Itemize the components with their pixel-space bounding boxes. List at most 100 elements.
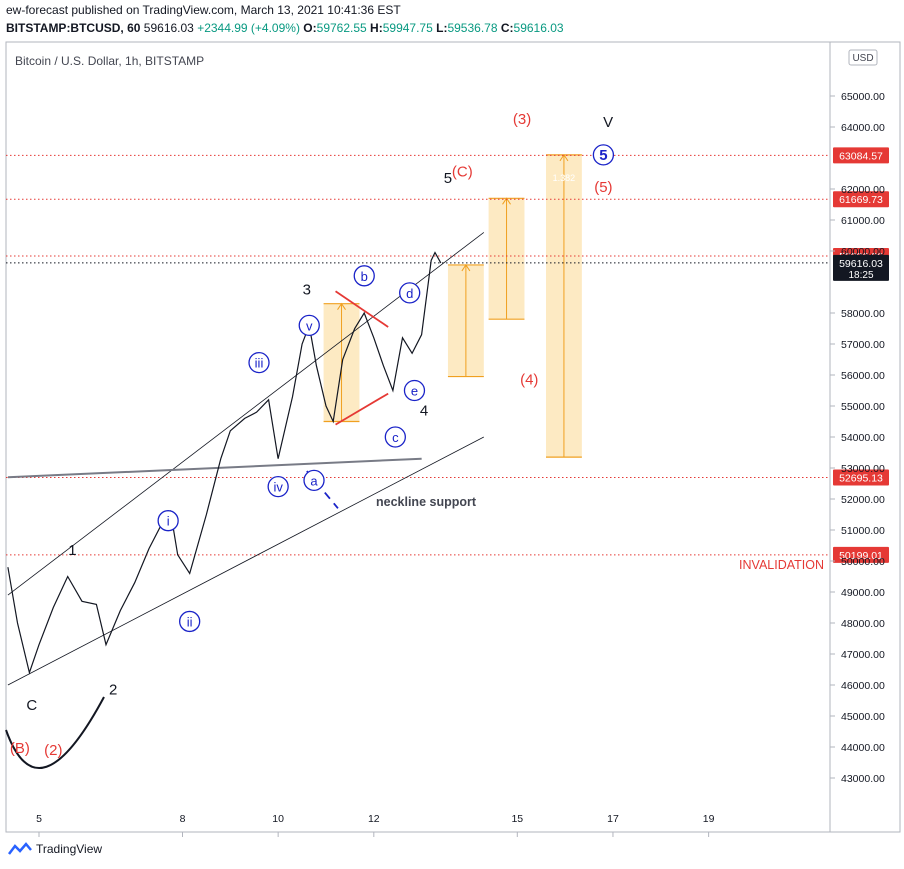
x-tick-label-3: 12 [368, 813, 380, 825]
wave-label-black-0: 1 [68, 542, 76, 559]
level-badge-5[interactable] [833, 546, 889, 563]
level-badge-3[interactable] [833, 254, 889, 281]
projection-arrowhead-1 [461, 264, 471, 272]
level-value-0: 63084.57 [839, 150, 883, 162]
wave-label-circled-5: a [310, 473, 318, 488]
channel-lower-line [7, 436, 485, 686]
wave-circle-8 [399, 282, 421, 304]
wave-label-circled-7: c [392, 430, 399, 445]
price-change: +2344.99 (+4.09%) [197, 21, 300, 35]
wave-label-circled-9: e [411, 384, 418, 399]
high-label: H: [370, 21, 383, 35]
wave-circle-1 [179, 610, 201, 633]
open-value: 59762.55 [316, 21, 367, 35]
wave-circle-5 [303, 469, 325, 492]
wave-label-circled-8: d [406, 286, 413, 301]
tradingview-logo-icon [8, 842, 32, 855]
x-tick-label-0: 5 [36, 813, 42, 825]
publisher-line: ew-forecast published on TradingView.com… [6, 3, 401, 17]
wave-label-red-0: (B) [10, 740, 30, 757]
close-label: C: [500, 21, 514, 35]
currency-badge: USD [852, 53, 873, 64]
y-tick-label-0: 43000.00 [841, 773, 885, 785]
base-curve [5, 696, 105, 770]
wave-label-black-6: V [603, 114, 613, 131]
y-tick-label-9: 52000.00 [841, 494, 885, 506]
x-tick-label-4: 15 [511, 813, 523, 825]
wave-label-black-1: 2 [109, 681, 117, 698]
level-value-1: 61669.73 [839, 194, 883, 206]
y-tick-label-17: 61000.00 [841, 215, 885, 227]
y-tick-label-13: 56000.00 [841, 370, 885, 382]
wave-label-circled-3: iv [273, 480, 283, 495]
y-tick-label-10: 53000.00 [841, 463, 885, 475]
level-badge-0[interactable] [833, 147, 889, 164]
wave-label-circled-6: b [361, 269, 368, 284]
wave-label-circled-1: ii [187, 614, 193, 629]
y-tick-label-8: 51000.00 [841, 525, 885, 537]
wave-label-circled-10: 5 [599, 147, 607, 164]
high-value: 59947.75 [382, 21, 433, 35]
level-value-3: 59616.03 [839, 258, 883, 270]
wave-label-black-5: C [26, 697, 37, 714]
y-tick-label-20: 65000.00 [841, 91, 885, 103]
wave-circle-4 [298, 314, 320, 337]
level-value-5: 50199.01 [839, 550, 883, 562]
projection-arrowhead-2 [502, 197, 511, 205]
wave-label-circled-0: i [167, 514, 170, 529]
wave-label-black-2: 3 [303, 281, 311, 298]
low-value: 59536.78 [447, 21, 498, 35]
last-price: 59616.03 [143, 21, 194, 35]
y-tick-label-7: 50000.00 [841, 556, 885, 568]
wave-circle-9 [403, 379, 426, 402]
price-series-line [7, 251, 442, 675]
wave-label-circled-2: iii [255, 356, 264, 371]
y-tick-label-1: 44000.00 [841, 742, 885, 754]
wave-label-red-5: (5) [594, 179, 612, 196]
triangle-lower-line [335, 392, 389, 426]
neckline-line [7, 457, 422, 479]
y-tick-label-11: 54000.00 [841, 432, 885, 444]
y-tick-label-18: 62000.00 [841, 184, 885, 196]
level-badge-1[interactable] [833, 191, 889, 208]
y-tick-label-12: 55000.00 [841, 401, 885, 413]
countdown-label: 18:25 [848, 270, 873, 281]
neckline-label: neckline support [376, 495, 477, 509]
triangle-upper-line [335, 290, 389, 328]
wave-circle-6 [353, 265, 375, 287]
y-tick-label-5: 48000.00 [841, 618, 885, 630]
projection-arrowhead-0 [337, 302, 346, 310]
x-tick-label-5: 17 [607, 813, 619, 825]
wave-circle-2 [248, 351, 270, 374]
tradingview-footer[interactable]: TradingView [8, 842, 102, 856]
y-tick-label-15: 58000.00 [841, 308, 885, 320]
plot-area [5, 41, 831, 833]
wave-circle-0 [157, 510, 179, 532]
close-value: 59616.03 [513, 21, 564, 35]
symbol-label: BITSTAMP:BTCUSD, 60 [6, 21, 141, 35]
y-tick-label-16: 60000.00 [841, 246, 885, 258]
low-label: L: [436, 21, 448, 35]
wave-label-red-3: (3) [513, 111, 531, 128]
wave-circle-7 [384, 426, 406, 448]
projection-ratio-label: 1.382 [553, 173, 576, 183]
currency-badge-box[interactable] [848, 49, 878, 66]
wave-circle-10 [592, 144, 615, 166]
projection-arrowhead-3 [559, 153, 569, 162]
wave-circle-3 [267, 475, 289, 498]
y-tick-label-3: 46000.00 [841, 680, 885, 692]
x-tick-label-2: 10 [272, 813, 284, 825]
wave-label-black-3: 4 [420, 402, 428, 419]
y-tick-label-19: 64000.00 [841, 122, 885, 134]
wave-label-circled-4: v [306, 318, 313, 333]
y-tick-label-14: 57000.00 [841, 339, 885, 351]
wave-label-red-4: (4) [520, 371, 538, 388]
y-tick-label-2: 45000.00 [841, 711, 885, 723]
chart-title: Bitcoin / U.S. Dollar, 1h, BITSTAMP [15, 54, 204, 68]
open-label: O: [303, 21, 317, 35]
level-value-4: 52695.13 [839, 472, 883, 484]
y-tick-label-6: 49000.00 [841, 587, 885, 599]
symbol-ohlc-line: BITSTAMP:BTCUSD, 60 59616.03 +2344.99 (+… [6, 21, 564, 35]
level-badge-4[interactable] [833, 469, 889, 486]
